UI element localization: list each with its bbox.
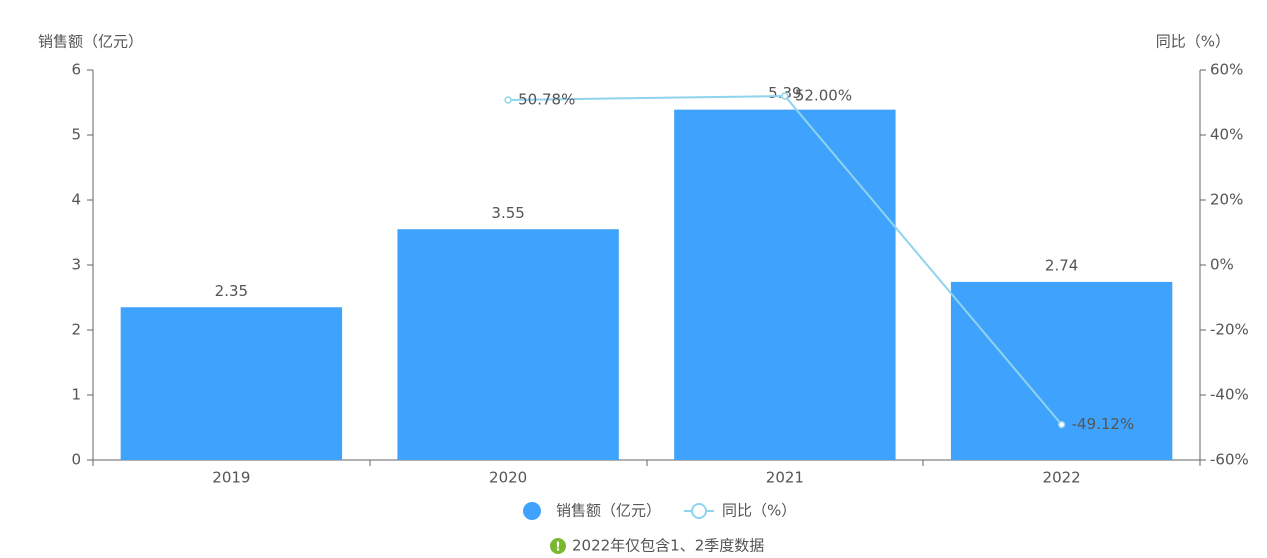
line-value-label: 52.00% bbox=[795, 87, 852, 105]
line-value-label: 50.78% bbox=[518, 90, 575, 108]
y-axis-title: 销售额（亿元） bbox=[38, 33, 143, 51]
x-axis-ticks bbox=[92, 460, 1201, 466]
y2-tick-label: 0% bbox=[1210, 256, 1234, 274]
x-tick-label: 2021 bbox=[766, 469, 804, 487]
line-point bbox=[1057, 420, 1066, 429]
note-icon-mark: ! bbox=[555, 540, 560, 554]
bar-value-label: 3.55 bbox=[491, 204, 524, 222]
bar-value-label: 2.74 bbox=[1045, 256, 1078, 274]
line-point bbox=[781, 92, 789, 100]
y-tick-label: 6 bbox=[71, 61, 81, 79]
bar bbox=[397, 229, 619, 460]
x-tick-label: 2020 bbox=[489, 469, 527, 487]
y2-tick-label: 20% bbox=[1210, 191, 1243, 209]
y2-tick-label: -40% bbox=[1210, 386, 1249, 404]
bar bbox=[950, 281, 1173, 460]
y2-tick-label: 40% bbox=[1210, 126, 1243, 144]
note-icon bbox=[550, 538, 566, 554]
legend-line-marker bbox=[691, 503, 707, 519]
y2-tick-label: -20% bbox=[1210, 321, 1249, 339]
legend-label[interactable]: 同比（%） bbox=[722, 502, 796, 520]
y-tick-label: 0 bbox=[71, 451, 81, 469]
bar bbox=[674, 109, 896, 461]
note: 2022年仅包含1、2季度数据 bbox=[572, 537, 764, 555]
legend-bar-swatch bbox=[523, 502, 541, 520]
y-tick-label: 3 bbox=[71, 256, 81, 274]
x-tick-label: 2022 bbox=[1043, 469, 1081, 487]
y2-axis-title: 同比（%） bbox=[1156, 33, 1230, 51]
line-point bbox=[504, 96, 512, 104]
y-tick-label: 2 bbox=[71, 321, 81, 339]
x-tick-label: 2019 bbox=[212, 469, 250, 487]
bar-value-label: 2.35 bbox=[215, 282, 248, 300]
y2-tick-label: -60% bbox=[1210, 451, 1249, 469]
y-tick-label: 1 bbox=[71, 386, 81, 404]
bar bbox=[120, 307, 343, 460]
y-tick-label: 4 bbox=[71, 191, 81, 209]
y-tick-label: 5 bbox=[71, 126, 81, 144]
line-value-label: -49.12% bbox=[1072, 415, 1135, 433]
legend-label[interactable]: 销售额（亿元） bbox=[556, 502, 661, 520]
y2-tick-label: 60% bbox=[1210, 61, 1243, 79]
